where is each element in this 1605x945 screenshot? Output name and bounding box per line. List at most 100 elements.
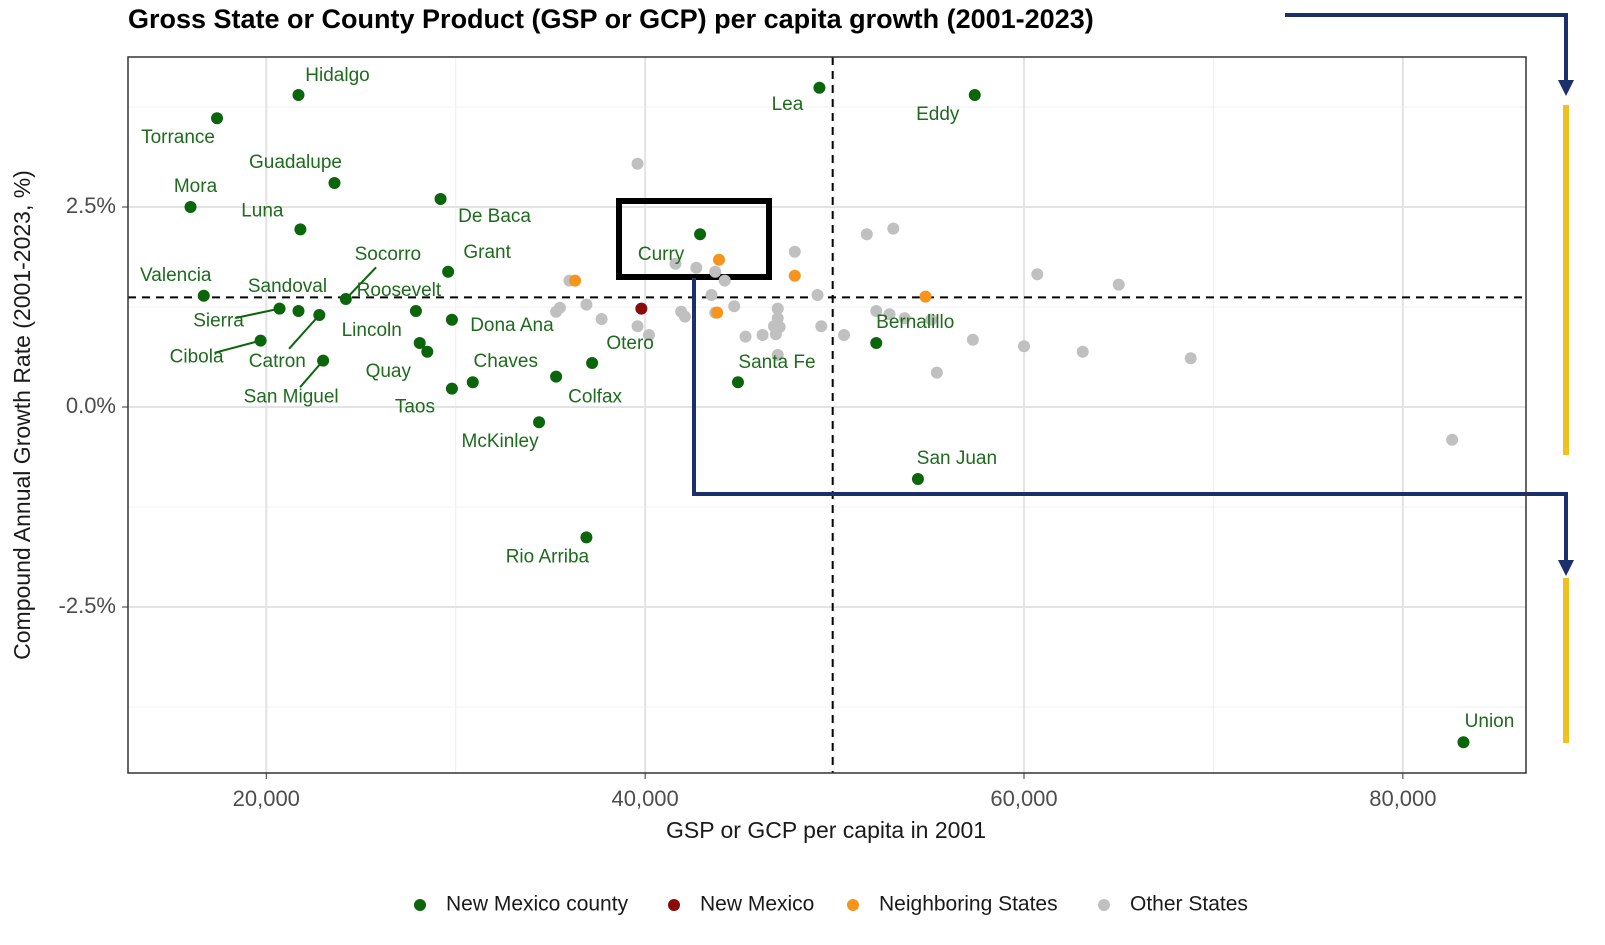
point <box>421 345 434 358</box>
highlight-box <box>616 198 772 280</box>
point-label: Colfax <box>568 387 622 408</box>
plot-background <box>128 57 1526 773</box>
grid: 20,000 40,000 60,000 80,000 -2.5% 0.0% 2.5% <box>59 57 1526 811</box>
callout-panel <box>1563 578 1569 743</box>
y-axis-title: Compound Annual Growth Rate (2001-2023, … <box>9 170 35 660</box>
point <box>898 312 911 325</box>
point-label: Otero <box>606 333 654 354</box>
point <box>709 265 722 278</box>
chart-title: Gross State or County Product (GSP or GC… <box>128 4 1094 34</box>
label-leader <box>345 266 377 300</box>
point <box>595 313 608 325</box>
point <box>434 193 447 205</box>
point <box>1446 433 1459 446</box>
point <box>292 305 305 317</box>
legend-swatch <box>668 899 680 911</box>
point <box>771 349 784 361</box>
legend-label: New Mexico county <box>446 893 629 916</box>
callout-arrow <box>1558 80 1574 96</box>
legend: New Mexico county New Mexico Neighboring S… <box>414 893 1248 916</box>
point-label: Chaves <box>474 351 538 372</box>
point-label: Hidalgo <box>305 65 369 86</box>
point-label: Socorro <box>355 244 422 265</box>
point-label: Sandoval <box>248 276 327 297</box>
point-label: McKinley <box>462 431 540 452</box>
point <box>669 257 682 270</box>
point <box>580 298 593 311</box>
point <box>815 320 828 333</box>
point <box>756 329 769 341</box>
x-tick-label: 80,000 <box>1369 786 1436 811</box>
y-tick-label: 2.5% <box>66 193 116 218</box>
point-label: Torrance <box>141 127 215 148</box>
point <box>718 274 731 287</box>
point <box>550 305 563 318</box>
point <box>811 289 824 301</box>
point <box>728 300 741 313</box>
point <box>580 531 593 544</box>
point <box>445 382 458 395</box>
label-leader <box>235 307 280 319</box>
point <box>739 330 752 343</box>
point <box>919 290 932 303</box>
point <box>328 177 341 189</box>
label-leader <box>214 339 261 354</box>
point <box>635 302 648 315</box>
point-label: De Baca <box>458 206 531 227</box>
point <box>631 157 644 170</box>
point <box>788 269 801 282</box>
point <box>694 228 707 241</box>
point <box>769 328 782 341</box>
point <box>713 253 726 266</box>
point-label: Sierra <box>193 311 244 332</box>
point <box>211 112 224 125</box>
point <box>968 89 981 101</box>
point-label: Catron <box>249 351 306 372</box>
point-label: Valencia <box>140 265 212 286</box>
point <box>860 228 873 241</box>
point <box>631 320 644 333</box>
point-label: Rio Arriba <box>506 546 590 567</box>
x-tick-label: 40,000 <box>611 786 678 811</box>
y-tick-label: -2.5% <box>59 593 116 618</box>
point <box>569 274 582 287</box>
point <box>466 376 479 389</box>
point-label: Quay <box>366 361 412 382</box>
point <box>413 337 426 349</box>
point <box>813 81 826 94</box>
point <box>925 313 938 326</box>
point <box>1457 736 1470 749</box>
legend-swatch <box>847 899 859 911</box>
point <box>1184 352 1197 365</box>
x-tick-label: 20,000 <box>233 786 300 811</box>
point <box>838 329 851 341</box>
plot-border <box>127 56 1527 774</box>
point-label: Mora <box>174 176 218 197</box>
point <box>883 308 896 321</box>
point-label: Grant <box>463 242 511 263</box>
point-label: Eddy <box>916 104 960 125</box>
point <box>771 302 784 315</box>
point-label: Curry <box>638 244 685 265</box>
point <box>550 370 563 383</box>
point <box>1018 340 1031 353</box>
x-tick-label: 60,000 <box>990 786 1057 811</box>
point <box>788 245 801 258</box>
callout-panel <box>1563 105 1569 455</box>
point-label: Cibola <box>170 347 224 368</box>
callout-line <box>1285 13 1568 88</box>
point-label: Taos <box>395 397 435 418</box>
point <box>731 376 744 389</box>
point <box>1031 268 1044 281</box>
point <box>586 357 599 369</box>
point <box>705 289 718 301</box>
legend-label: Neighboring States <box>879 893 1058 916</box>
point <box>870 337 883 349</box>
point <box>292 89 305 101</box>
point-label: Union <box>1465 711 1515 732</box>
point <box>930 366 943 379</box>
point-label: Lincoln <box>342 320 402 341</box>
callout-line <box>692 278 1568 568</box>
